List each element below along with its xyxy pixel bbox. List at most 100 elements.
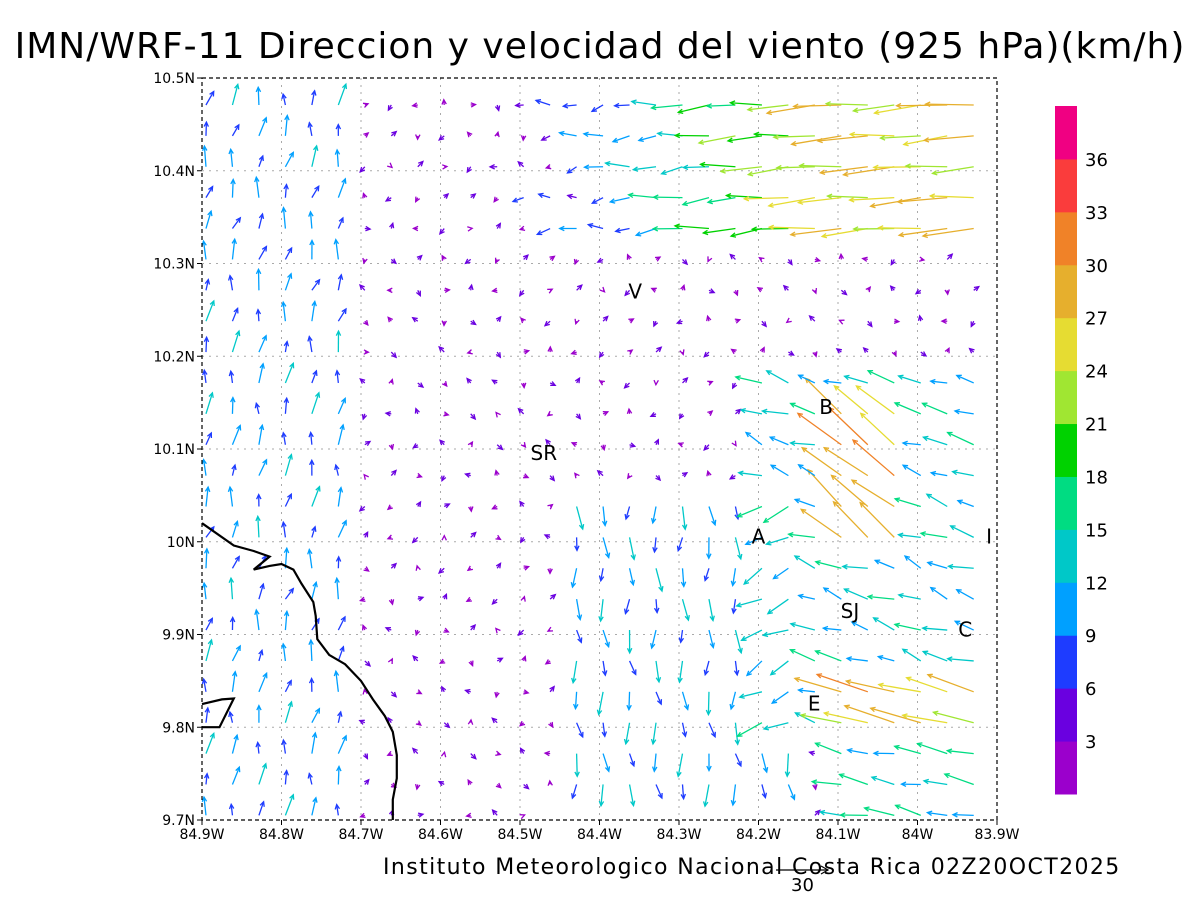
lon-tick-label: 84.9W — [179, 827, 224, 843]
wind-vector — [363, 349, 370, 355]
wind-vector — [631, 166, 657, 172]
wind-vector — [523, 349, 531, 355]
wind-vector — [859, 501, 895, 538]
wind-vector — [808, 314, 816, 322]
wind-vector — [738, 691, 763, 699]
wind-vector — [772, 134, 815, 140]
lon-tick-label: 83.9W — [974, 827, 1019, 843]
wind-vector — [441, 164, 449, 170]
wind-vector — [839, 812, 868, 818]
wind-vector — [258, 212, 265, 229]
wind-vector — [728, 100, 762, 106]
wind-vector — [488, 164, 498, 170]
place-label: I — [986, 525, 992, 549]
wind-vector — [602, 629, 610, 649]
wind-vector — [761, 629, 789, 638]
wind-vector — [772, 567, 789, 580]
wind-vector — [534, 99, 551, 106]
wind-vector — [566, 193, 577, 200]
wind-vector — [281, 431, 287, 445]
wind-vector — [764, 536, 789, 546]
wind-vector — [520, 135, 527, 142]
wind-vector — [311, 278, 321, 291]
wind-vector — [574, 318, 580, 326]
wind-vector — [231, 237, 238, 260]
wind-vector — [311, 89, 317, 106]
wind-vector — [744, 431, 763, 446]
place-label: SR — [531, 441, 558, 465]
wind-vector — [737, 470, 762, 477]
wind-vector — [652, 537, 658, 554]
wind-vector — [442, 592, 448, 600]
wind-vector — [851, 104, 895, 114]
wind-vector — [231, 123, 240, 137]
wind-vector — [681, 598, 690, 622]
wind-vector — [333, 238, 340, 260]
wind-vector — [918, 256, 926, 262]
wind-vector — [845, 656, 868, 662]
wind-vector — [227, 274, 234, 291]
wind-vector — [570, 568, 578, 589]
wind-vector — [742, 196, 789, 202]
colorbar-segment — [1055, 635, 1077, 689]
wind-vector — [735, 598, 763, 608]
reference-arrow-head — [820, 865, 830, 875]
wind-vector — [520, 537, 526, 544]
wind-vector — [517, 160, 525, 168]
wind-vectors — [201, 82, 981, 820]
wind-vector — [598, 599, 604, 623]
wind-vector — [602, 537, 611, 560]
wind-vector — [848, 131, 895, 138]
colorbar-label: 15 — [1085, 520, 1108, 541]
place-label: B — [819, 395, 833, 419]
wind-vector — [362, 688, 368, 695]
wind-vector — [572, 691, 579, 711]
wind-vector — [676, 537, 684, 553]
colorbar-label: 21 — [1085, 415, 1108, 436]
wind-vector — [284, 492, 292, 507]
wind-vector — [654, 438, 660, 446]
wind-vector — [928, 193, 974, 199]
wind-vector — [494, 469, 500, 476]
wind-vector — [470, 102, 478, 108]
colorbar-segment — [1055, 582, 1077, 636]
colorbar-label: 30 — [1085, 256, 1108, 277]
wind-vector — [229, 616, 236, 631]
wind-vector — [284, 361, 295, 384]
wind-vector — [311, 731, 318, 754]
wind-vector — [736, 505, 763, 518]
wind-vector — [623, 382, 631, 389]
wind-vector — [707, 380, 714, 386]
colorbar-segment — [1055, 211, 1077, 266]
wind-vector — [628, 568, 636, 587]
wind-vector — [626, 253, 632, 260]
wind-vector — [547, 345, 553, 353]
wind-vector — [653, 599, 660, 614]
wind-vector — [925, 493, 948, 508]
wind-vector — [769, 464, 789, 477]
wind-vector — [576, 284, 583, 291]
wind-vector — [547, 503, 554, 510]
wind-vector — [651, 226, 683, 232]
wind-vector — [544, 659, 551, 665]
coastline-fragment — [201, 697, 236, 729]
wind-vector — [359, 166, 366, 174]
wind-vector — [929, 586, 948, 600]
wind-vector — [544, 164, 552, 170]
wind-vector — [604, 160, 630, 168]
colorbar-segment — [1055, 158, 1077, 213]
wind-vector — [862, 346, 869, 353]
wind-vector — [514, 102, 524, 109]
wind-vector — [765, 370, 789, 384]
wind-vector — [680, 568, 687, 588]
wind-vector — [311, 369, 318, 384]
wind-vector — [520, 382, 527, 389]
wind-vector — [895, 102, 948, 109]
wind-vector — [573, 472, 580, 479]
wind-vector — [574, 537, 580, 552]
wind-vector — [629, 442, 637, 448]
wind-vector — [706, 753, 712, 772]
wind-vector — [787, 531, 815, 539]
wind-vector — [793, 498, 816, 508]
wind-vector — [573, 258, 580, 266]
